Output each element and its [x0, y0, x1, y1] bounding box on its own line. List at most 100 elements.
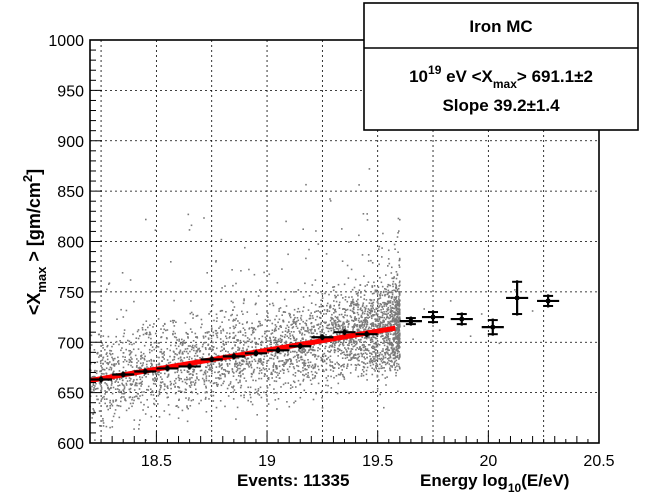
scatter-point — [190, 300, 192, 302]
scatter-point — [373, 299, 375, 301]
scatter-point — [371, 286, 374, 288]
scatter-point — [363, 346, 365, 348]
scatter-point — [398, 351, 400, 353]
scatter-point — [237, 331, 240, 334]
scatter-point — [266, 250, 268, 253]
x-tick-label: 19 — [258, 453, 276, 470]
scatter-point — [140, 367, 142, 370]
scatter-point — [212, 334, 215, 337]
scatter-point — [382, 320, 384, 322]
scatter-point — [391, 315, 393, 318]
scatter-point — [378, 305, 381, 307]
scatter-point — [346, 350, 348, 353]
scatter-point — [278, 318, 281, 321]
scatter-point — [394, 321, 397, 323]
scatter-point — [374, 356, 376, 358]
scatter-point — [363, 329, 365, 331]
scatter-point — [181, 344, 184, 347]
scatter-point — [388, 284, 390, 286]
scatter-point — [367, 281, 370, 283]
scatter-point — [314, 279, 317, 281]
scatter-point — [292, 350, 294, 353]
scatter-point — [391, 349, 394, 351]
scatter-point — [125, 309, 128, 312]
scatter-point — [250, 355, 252, 357]
scatter-point — [210, 337, 213, 340]
scatter-point — [390, 272, 393, 274]
scatter-point — [235, 357, 237, 360]
scatter-point — [163, 351, 165, 353]
scatter-point — [320, 359, 323, 362]
scatter-point — [193, 368, 196, 371]
scatter-point — [319, 311, 321, 313]
scatter-point — [256, 414, 258, 416]
scatter-point — [263, 373, 266, 375]
scatter-point — [307, 361, 310, 364]
scatter-point — [113, 364, 116, 366]
scatter-point — [103, 398, 106, 400]
scatter-point — [144, 367, 146, 370]
scatter-point — [151, 391, 153, 393]
scatter-point — [226, 387, 229, 390]
scatter-point — [232, 387, 234, 389]
scatter-point — [378, 263, 380, 266]
scatter-point — [170, 382, 173, 385]
scatter-point — [131, 343, 133, 346]
scatter-point — [180, 390, 183, 393]
scatter-point — [291, 327, 294, 329]
scatter-point — [272, 370, 275, 372]
scatter-point — [130, 351, 133, 353]
scatter-point — [161, 381, 164, 383]
scatter-point — [338, 344, 340, 347]
scatter-point — [269, 384, 271, 386]
scatter-point — [233, 306, 236, 308]
scatter-point — [141, 383, 143, 385]
scatter-point — [242, 313, 244, 315]
scatter-point — [133, 428, 135, 430]
scatter-point — [399, 367, 401, 370]
scatter-point — [316, 332, 318, 335]
scatter-point — [371, 367, 373, 369]
scatter-point — [259, 369, 261, 372]
scatter-point — [366, 284, 368, 286]
scatter-point — [387, 293, 389, 295]
scatter-point — [214, 371, 216, 374]
scatter-point — [101, 397, 104, 399]
scatter-point — [277, 340, 280, 343]
scatter-point — [225, 311, 227, 313]
scatter-point — [377, 298, 379, 300]
scatter-point — [378, 353, 381, 356]
scatter-point — [254, 360, 257, 362]
scatter-point — [289, 358, 292, 360]
scatter-point — [140, 351, 142, 354]
scatter-point — [108, 282, 111, 284]
scatter-point — [188, 358, 190, 361]
scatter-point — [236, 362, 239, 365]
scatter-point — [230, 300, 233, 303]
scatter-point — [332, 366, 334, 368]
scatter-point — [368, 302, 371, 304]
scatter-point — [355, 337, 357, 340]
scatter-point — [391, 296, 393, 298]
scatter-point — [297, 379, 300, 382]
scatter-point — [342, 308, 345, 310]
scatter-point — [196, 337, 199, 339]
scatter-point — [234, 344, 236, 347]
scatter-point — [276, 408, 278, 410]
scatter-point — [205, 396, 207, 399]
scatter-point — [315, 392, 317, 395]
scatter-point — [219, 350, 222, 352]
scatter-point — [357, 375, 360, 378]
scatter-point — [111, 420, 114, 422]
scatter-point — [215, 377, 217, 379]
scatter-point — [234, 326, 237, 329]
scatter-point — [173, 383, 175, 386]
scatter-point — [386, 315, 388, 318]
scatter-point — [113, 378, 115, 380]
scatter-point — [137, 329, 140, 331]
scatter-point — [394, 323, 396, 325]
scatter-point — [381, 314, 384, 317]
scatter-point — [397, 348, 399, 350]
scatter-point — [94, 375, 96, 378]
scatter-point — [296, 317, 299, 319]
